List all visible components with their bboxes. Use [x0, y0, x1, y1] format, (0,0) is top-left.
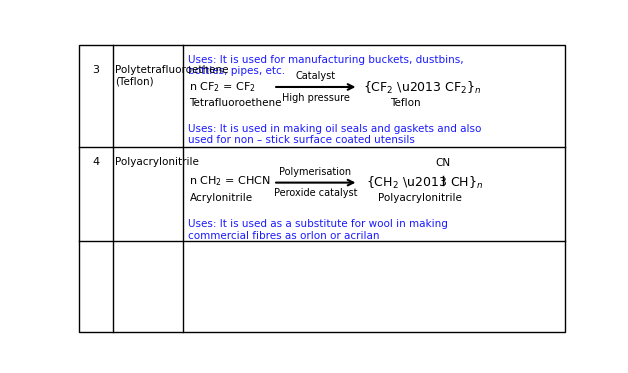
Text: $\{$CH$_2$ \u2013 CH$\}_n$: $\{$CH$_2$ \u2013 CH$\}_n$	[365, 175, 483, 191]
Text: 3: 3	[92, 65, 99, 75]
Text: High pressure: High pressure	[281, 93, 349, 103]
Text: Polyacrylonitrile: Polyacrylonitrile	[115, 157, 199, 167]
Text: Teflon: Teflon	[390, 98, 421, 108]
Text: $\{$CF$_2$ \u2013 CF$_2\}_n$: $\{$CF$_2$ \u2013 CF$_2\}_n$	[363, 80, 482, 96]
Text: Catalyst: Catalyst	[295, 71, 335, 81]
Text: Uses: It is used for manufacturing buckets, dustbins,
bottles, pipes, etc.: Uses: It is used for manufacturing bucke…	[188, 55, 463, 76]
Text: n CF$_2$ = CF$_2$: n CF$_2$ = CF$_2$	[190, 80, 256, 94]
Text: Polymerisation: Polymerisation	[279, 167, 352, 177]
Text: n CH$_2$ = CHCN: n CH$_2$ = CHCN	[190, 175, 271, 188]
Text: Uses: It is used in making oil seals and gaskets and also
used for non – stick s: Uses: It is used in making oil seals and…	[188, 124, 482, 145]
Text: Uses: It is used as a substitute for wool in making
commercial fibres as orlon o: Uses: It is used as a substitute for woo…	[188, 219, 448, 241]
Text: CN: CN	[435, 158, 450, 168]
Text: Polytetrafluoroethene
(Teflon): Polytetrafluoroethene (Teflon)	[115, 65, 229, 87]
Text: Peroxide catalyst: Peroxide catalyst	[274, 188, 357, 198]
Text: Tetrafluoroethene: Tetrafluoroethene	[190, 98, 282, 108]
Text: 4: 4	[92, 157, 100, 167]
Text: Acrylonitrile: Acrylonitrile	[190, 193, 252, 203]
Text: Polyacrylonitrile: Polyacrylonitrile	[378, 193, 462, 203]
